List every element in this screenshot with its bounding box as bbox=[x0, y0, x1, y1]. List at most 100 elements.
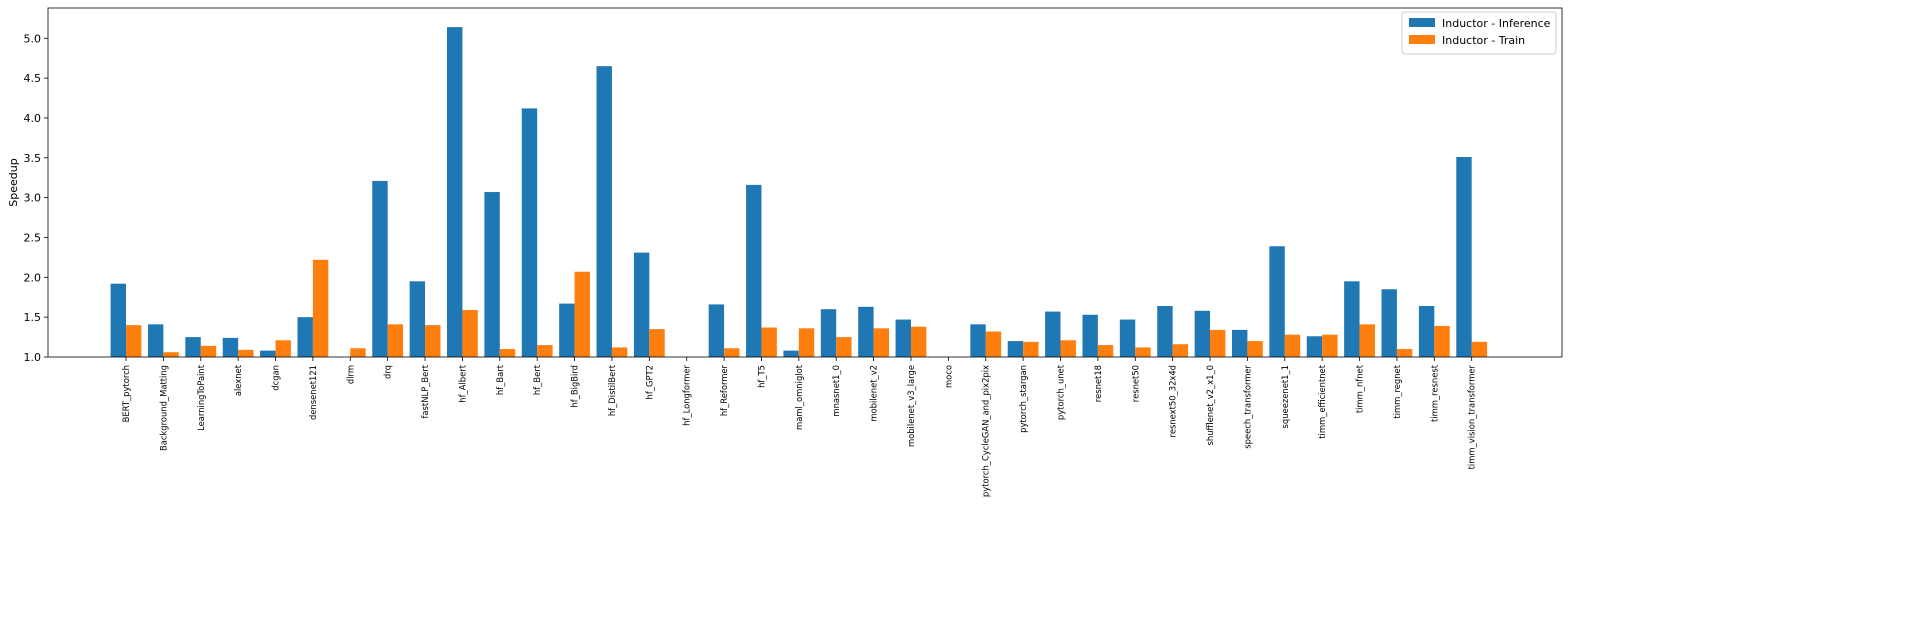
x-tick-label: hf_Reformer bbox=[719, 364, 729, 416]
x-tick-label: fastNLP_Bert bbox=[420, 364, 430, 418]
bar-train-timm_regnet bbox=[1396, 349, 1413, 357]
bar-train-pytorch_stargan bbox=[1023, 341, 1039, 357]
bar-inference-timm_resnest bbox=[1418, 306, 1435, 357]
x-tick-label: squeezenet1_1 bbox=[1280, 365, 1290, 428]
bar-train-hf_DistilBert bbox=[611, 347, 628, 357]
bar-inference-dcgan bbox=[260, 350, 276, 357]
legend-swatch-inference bbox=[1409, 18, 1435, 27]
x-tick-label: hf_BigBird bbox=[570, 365, 580, 408]
bar-train-fastNLP_Bert bbox=[425, 325, 441, 357]
bar-inference-pytorch_CycleGAN_and_pix2pix bbox=[970, 324, 986, 357]
bar-train-hf_GPT2 bbox=[649, 329, 665, 357]
bar-inference-resnet50 bbox=[1119, 319, 1136, 357]
bar-inference-fastNLP_Bert bbox=[409, 281, 426, 357]
bar-inference-hf_DistilBert bbox=[596, 66, 612, 358]
x-tick-label: timm_vision_transformer bbox=[1467, 364, 1477, 469]
x-tick-label: timm_efficientnet bbox=[1317, 364, 1327, 439]
x-tick-label: timm_regnet bbox=[1392, 364, 1402, 418]
bar-train-pytorch_CycleGAN_and_pix2pix bbox=[985, 331, 1002, 357]
bar-inference-hf_Bart bbox=[484, 192, 500, 357]
y-axis-label: Speedup bbox=[7, 158, 20, 206]
axes-layer: 1.0 1.5 2.0 2.5 3.0 3.5 4.0 4.5 5.0 BERT_pytorch B… bbox=[24, 7, 1563, 497]
legend: Inductor - Inference Inductor - Train bbox=[1401, 11, 1557, 55]
bar-train-dcgan bbox=[275, 340, 291, 357]
x-tick-label: mnasnet1_0 bbox=[831, 365, 841, 417]
bar-inference-squeezenet1_1 bbox=[1269, 246, 1285, 357]
x-tick-label: alexnet bbox=[233, 364, 243, 396]
x-tick-label: mobilenet_v3_large bbox=[906, 365, 916, 447]
bar-inference-shufflenet_v2_x1_0 bbox=[1194, 310, 1211, 357]
bar-train-hf_BigBird bbox=[574, 271, 590, 357]
x-tick-label: hf_Bart bbox=[495, 364, 505, 395]
x-tick-label: mobilenet_v2 bbox=[869, 365, 879, 422]
bar-inference-hf_GPT2 bbox=[633, 252, 650, 357]
x-tick-label: shufflenet_v2_x1_0 bbox=[1205, 365, 1215, 445]
bar-train-timm_efficientnet bbox=[1322, 334, 1338, 357]
bar-inference-speech_transformer bbox=[1232, 329, 1248, 357]
x-tick-label: Background_Matting bbox=[158, 365, 168, 451]
bar-train-alexnet bbox=[238, 349, 254, 357]
bar-inference-alexnet bbox=[222, 337, 239, 357]
legend-swatch-train bbox=[1409, 35, 1435, 44]
y-tick-label: 3.5 bbox=[24, 152, 42, 165]
plot-frame bbox=[47, 7, 1563, 358]
x-tick-label: dlrm bbox=[345, 365, 355, 384]
bar-inference-mobilenet_v2 bbox=[858, 306, 874, 357]
x-tick-label: hf_Bert bbox=[532, 364, 542, 395]
bar-train-maml_omniglot bbox=[798, 328, 815, 357]
bar-inference-hf_T5 bbox=[746, 184, 762, 357]
bar-train-densenet121 bbox=[312, 259, 329, 357]
x-tick-label: dcgan bbox=[271, 365, 281, 391]
x-tick-label: moco bbox=[943, 365, 953, 388]
bar-train-squeezenet1_1 bbox=[1284, 334, 1301, 357]
bar-train-timm_resnest bbox=[1434, 325, 1450, 357]
x-tick-label: resnext50_32x4d bbox=[1168, 365, 1178, 437]
bar-inference-hf_BigBird bbox=[559, 303, 575, 357]
bar-train-resnet18 bbox=[1097, 345, 1114, 357]
x-tick-label: hf_T5 bbox=[756, 365, 766, 388]
bar-inference-hf_Reformer bbox=[708, 304, 725, 357]
x-tick-label: pytorch_unet bbox=[1056, 364, 1066, 420]
bar-inference-LearningToPaint bbox=[185, 337, 201, 357]
x-tick-label: densenet121 bbox=[308, 365, 318, 420]
bar-train-speech_transformer bbox=[1247, 341, 1263, 357]
bar-train-resnet50 bbox=[1135, 347, 1151, 357]
bar-train-LearningToPaint bbox=[200, 345, 217, 357]
bar-inference-maml_omniglot bbox=[783, 350, 799, 357]
legend-box bbox=[1401, 11, 1557, 55]
bar-inference-timm_efficientnet bbox=[1306, 336, 1323, 357]
y-tick-label: 1.5 bbox=[24, 311, 42, 324]
bar-inference-timm_vision_transformer bbox=[1456, 157, 1472, 357]
y-tick-label: 3.0 bbox=[24, 192, 42, 205]
bar-train-hf_Bart bbox=[499, 349, 516, 357]
bar-train-Background_Matting bbox=[163, 352, 179, 357]
y-tick-label: 4.5 bbox=[24, 72, 42, 85]
bar-train-mobilenet_v3_large bbox=[910, 326, 927, 357]
x-tick-label: speech_transformer bbox=[1242, 364, 1252, 448]
x-tick-label: hf_DistilBert bbox=[607, 364, 617, 416]
x-tick-label: timm_resnest bbox=[1429, 364, 1439, 422]
x-tick-label: pytorch_CycleGAN_and_pix2pix bbox=[981, 365, 991, 497]
x-tick-label: drq bbox=[383, 365, 393, 379]
x-tick-label: hf_Albert bbox=[457, 364, 467, 402]
bar-inference-resnet18 bbox=[1082, 314, 1098, 357]
bar-inference-BERT_pytorch bbox=[110, 283, 126, 357]
x-tick-label: resnet50 bbox=[1130, 365, 1140, 402]
bar-train-hf_Reformer bbox=[724, 348, 740, 357]
y-tick-label: 5.0 bbox=[24, 32, 42, 45]
y-tick-label: 2.5 bbox=[24, 231, 42, 244]
y-tick-label: 4.0 bbox=[24, 112, 42, 125]
bar-inference-drq bbox=[372, 180, 388, 357]
bar-inference-densenet121 bbox=[297, 317, 313, 357]
bar-train-timm_nfnet bbox=[1359, 324, 1375, 357]
y-tick-label: 1.0 bbox=[24, 351, 42, 364]
bar-train-shufflenet_v2_x1_0 bbox=[1210, 329, 1226, 357]
bar-inference-timm_regnet bbox=[1381, 289, 1397, 357]
x-tick-label: pytorch_stargan bbox=[1018, 365, 1028, 433]
bar-train-mobilenet_v2 bbox=[873, 328, 889, 357]
bar-inference-mnasnet1_0 bbox=[820, 309, 837, 357]
bar-train-hf_Albert bbox=[462, 309, 478, 357]
x-tick-label: LearningToPaint bbox=[196, 364, 206, 431]
bar-inference-pytorch_unet bbox=[1045, 311, 1061, 357]
